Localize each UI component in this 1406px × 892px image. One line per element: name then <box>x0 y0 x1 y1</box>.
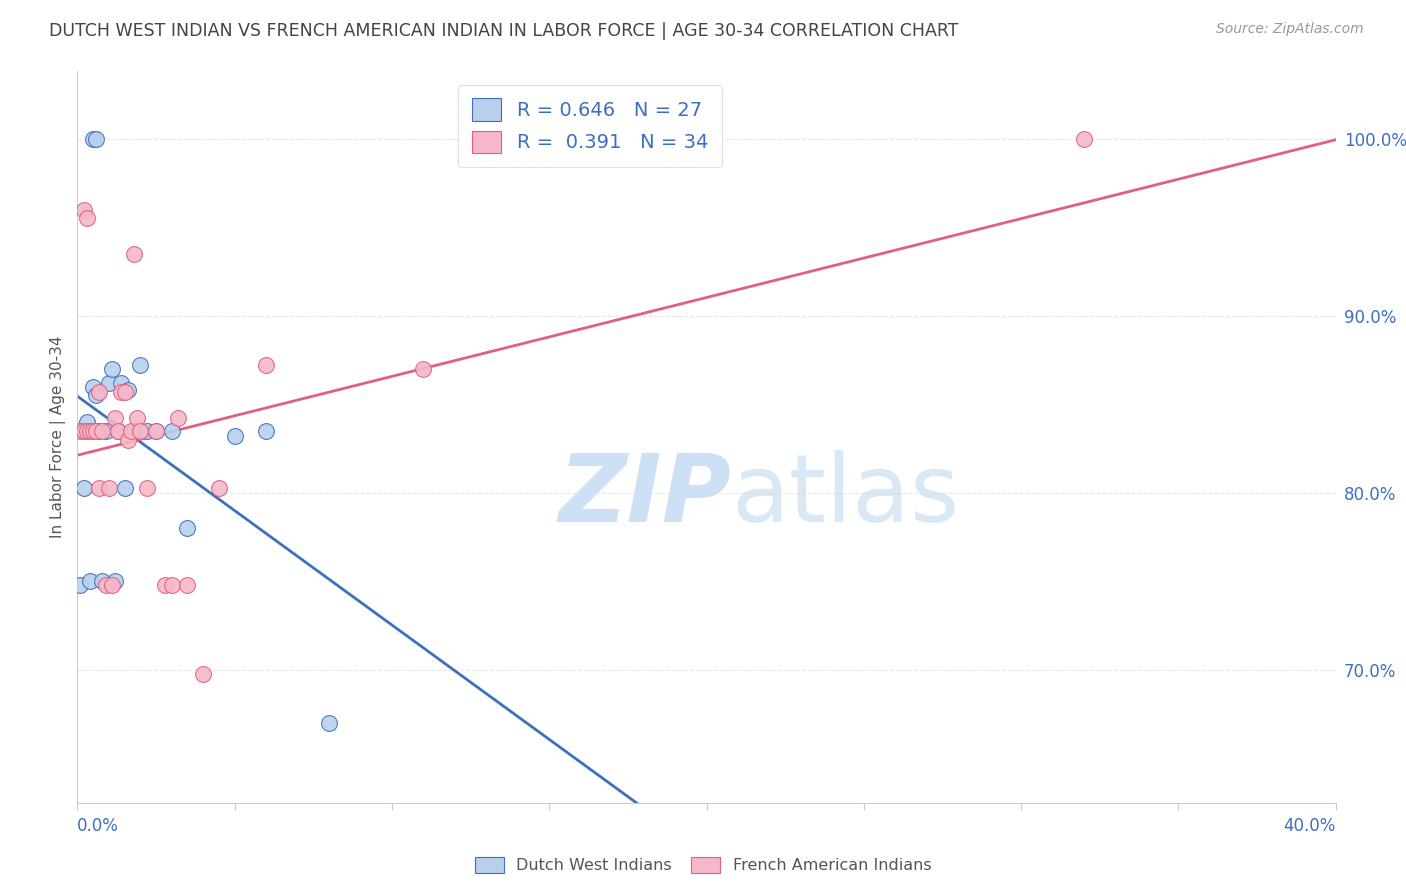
Point <box>72 424 94 438</box>
Point <box>160 578 183 592</box>
Point <box>135 424 157 438</box>
Point <box>129 359 152 373</box>
Point <box>120 424 142 438</box>
Text: ZIP: ZIP <box>558 450 731 541</box>
Point <box>114 481 136 495</box>
Point <box>117 433 139 447</box>
Point <box>72 481 94 495</box>
Point <box>129 424 152 438</box>
Point <box>79 574 101 589</box>
Point <box>76 211 98 226</box>
Point <box>91 424 114 438</box>
Point <box>145 424 167 438</box>
Point <box>101 362 124 376</box>
Point <box>104 411 127 425</box>
Point <box>84 131 107 145</box>
Point <box>318 716 340 731</box>
Point <box>107 424 129 438</box>
Text: atlas: atlas <box>731 450 960 541</box>
Point <box>101 578 124 592</box>
Point <box>107 424 129 438</box>
Point <box>72 202 94 217</box>
Point <box>145 424 167 438</box>
Point <box>412 362 434 376</box>
Point <box>110 384 132 399</box>
Point <box>254 359 277 373</box>
Point <box>79 424 101 438</box>
Point <box>1073 131 1095 145</box>
Y-axis label: In Labor Force | Age 30-34: In Labor Force | Age 30-34 <box>51 335 66 539</box>
Point <box>176 578 198 592</box>
Point <box>82 131 104 145</box>
Point <box>224 429 246 443</box>
Text: 40.0%: 40.0% <box>1284 817 1336 835</box>
Point <box>122 424 145 438</box>
Point <box>82 379 104 393</box>
Point <box>84 424 107 438</box>
Text: DUTCH WEST INDIAN VS FRENCH AMERICAN INDIAN IN LABOR FORCE | AGE 30-34 CORRELATI: DUTCH WEST INDIAN VS FRENCH AMERICAN IND… <box>49 22 959 40</box>
Point <box>127 411 149 425</box>
Point <box>94 424 117 438</box>
Point <box>167 411 190 425</box>
Point <box>76 424 98 438</box>
Point <box>114 384 136 399</box>
Point <box>160 424 183 438</box>
Point <box>176 521 198 535</box>
Point <box>69 578 91 592</box>
Point <box>117 383 139 397</box>
Point <box>191 666 215 681</box>
Point <box>254 424 277 438</box>
Point <box>135 481 157 495</box>
Point <box>89 384 111 399</box>
Point <box>82 424 104 438</box>
Point <box>208 481 231 495</box>
Point <box>104 574 127 589</box>
Text: 0.0%: 0.0% <box>77 817 120 835</box>
Point <box>122 247 145 261</box>
Point <box>69 424 91 438</box>
Point <box>110 376 132 390</box>
Point <box>155 578 177 592</box>
Point <box>94 578 117 592</box>
Point <box>97 376 120 390</box>
Text: Source: ZipAtlas.com: Source: ZipAtlas.com <box>1216 22 1364 37</box>
Legend: R = 0.646   N = 27, R =  0.391   N = 34: R = 0.646 N = 27, R = 0.391 N = 34 <box>458 85 721 167</box>
Point <box>97 481 120 495</box>
Point <box>76 415 98 429</box>
Point <box>84 388 107 402</box>
Point <box>89 424 111 438</box>
Point <box>91 574 114 589</box>
Point <box>89 481 111 495</box>
Legend: Dutch West Indians, French American Indians: Dutch West Indians, French American Indi… <box>468 850 938 880</box>
